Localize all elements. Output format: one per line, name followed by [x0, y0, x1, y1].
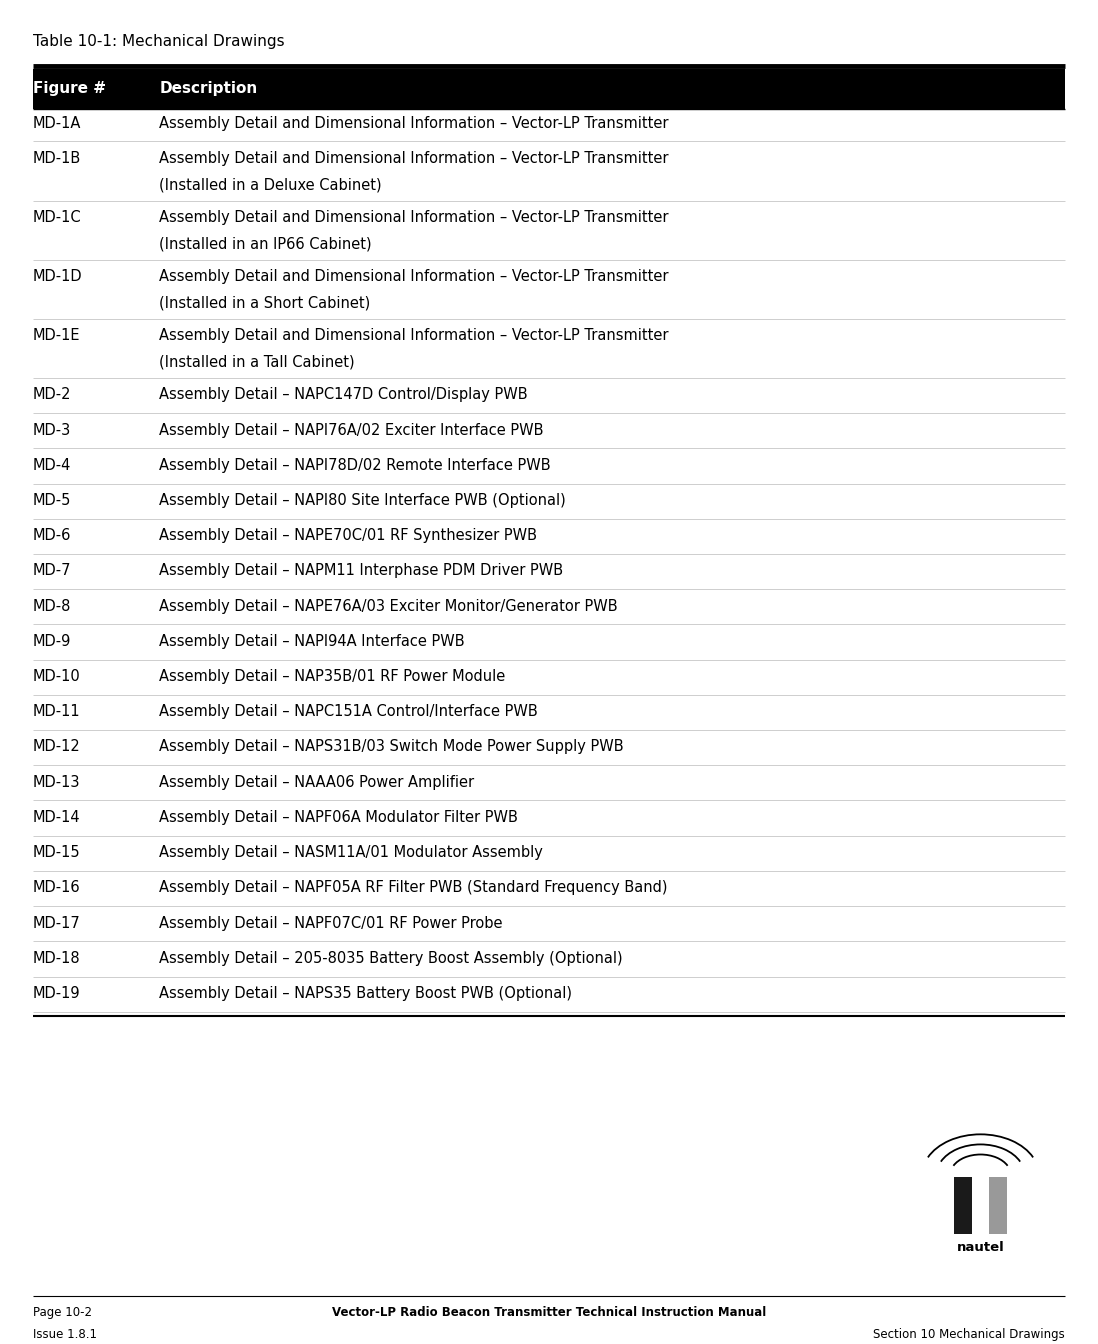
Text: MD-13: MD-13 — [33, 774, 80, 790]
Text: MD-19: MD-19 — [33, 986, 80, 1001]
Text: Assembly Detail – NAPS35 Battery Boost PWB (Optional): Assembly Detail – NAPS35 Battery Boost P… — [159, 986, 572, 1001]
Text: MD-4: MD-4 — [33, 458, 71, 473]
Text: MD-17: MD-17 — [33, 915, 80, 930]
Text: Assembly Detail – NAPI94A Interface PWB: Assembly Detail – NAPI94A Interface PWB — [159, 634, 464, 649]
Text: (Installed in a Tall Cabinet): (Installed in a Tall Cabinet) — [159, 355, 355, 370]
Text: MD-15: MD-15 — [33, 845, 80, 860]
Text: Assembly Detail – NAPE76A/03 Exciter Monitor/Generator PWB: Assembly Detail – NAPE76A/03 Exciter Mon… — [159, 598, 618, 614]
Text: Assembly Detail – NAPI78D/02 Remote Interface PWB: Assembly Detail – NAPI78D/02 Remote Inte… — [159, 458, 551, 473]
Text: MD-2: MD-2 — [33, 387, 71, 402]
Text: MD-6: MD-6 — [33, 528, 71, 543]
Text: Vector-LP Radio Beacon Transmitter Technical Instruction Manual: Vector-LP Radio Beacon Transmitter Techn… — [332, 1306, 766, 1320]
Bar — [989, 1177, 1007, 1234]
Text: Assembly Detail – NAPF05A RF Filter PWB (Standard Frequency Band): Assembly Detail – NAPF05A RF Filter PWB … — [159, 880, 668, 895]
Text: MD-11: MD-11 — [33, 704, 80, 719]
Text: MD-10: MD-10 — [33, 669, 80, 684]
Text: Assembly Detail and Dimensional Information – Vector-LP Transmitter: Assembly Detail and Dimensional Informat… — [159, 269, 669, 284]
Text: MD-14: MD-14 — [33, 810, 80, 825]
Text: Assembly Detail – NAPE70C/01 RF Synthesizer PWB: Assembly Detail – NAPE70C/01 RF Synthesi… — [159, 528, 537, 543]
Text: (Installed in an IP66 Cabinet): (Installed in an IP66 Cabinet) — [159, 237, 372, 251]
Text: (Installed in a Short Cabinet): (Installed in a Short Cabinet) — [159, 296, 370, 310]
Text: Assembly Detail – NAAA06 Power Amplifier: Assembly Detail – NAAA06 Power Amplifier — [159, 774, 474, 790]
Text: Section 10 Mechanical Drawings: Section 10 Mechanical Drawings — [873, 1328, 1065, 1341]
Text: MD-1B: MD-1B — [33, 151, 81, 165]
Text: Assembly Detail and Dimensional Information – Vector-LP Transmitter: Assembly Detail and Dimensional Informat… — [159, 328, 669, 343]
Text: MD-1A: MD-1A — [33, 116, 81, 130]
Text: Assembly Detail – NAP35B/01 RF Power Module: Assembly Detail – NAP35B/01 RF Power Mod… — [159, 669, 505, 684]
Text: MD-1D: MD-1D — [33, 269, 82, 284]
Text: Assembly Detail – NAPC151A Control/Interface PWB: Assembly Detail – NAPC151A Control/Inter… — [159, 704, 538, 719]
Bar — [33, 69, 1065, 109]
Text: MD-9: MD-9 — [33, 634, 71, 649]
Bar — [954, 1177, 972, 1234]
Text: Assembly Detail – NAPI76A/02 Exciter Interface PWB: Assembly Detail – NAPI76A/02 Exciter Int… — [159, 422, 544, 438]
Text: Assembly Detail – NAPI80 Site Interface PWB (Optional): Assembly Detail – NAPI80 Site Interface … — [159, 493, 565, 508]
Text: MD-1E: MD-1E — [33, 328, 80, 343]
Text: (Installed in a Deluxe Cabinet): (Installed in a Deluxe Cabinet) — [159, 177, 382, 192]
Text: MD-18: MD-18 — [33, 950, 80, 966]
Text: Issue 1.8.1: Issue 1.8.1 — [33, 1328, 97, 1341]
Text: Assembly Detail – 205-8035 Battery Boost Assembly (Optional): Assembly Detail – 205-8035 Battery Boost… — [159, 950, 623, 966]
Text: Assembly Detail – NASM11A/01 Modulator Assembly: Assembly Detail – NASM11A/01 Modulator A… — [159, 845, 544, 860]
Text: Figure #: Figure # — [33, 81, 105, 97]
Text: Assembly Detail – NAPF06A Modulator Filter PWB: Assembly Detail – NAPF06A Modulator Filt… — [159, 810, 518, 825]
Text: MD-1C: MD-1C — [33, 210, 81, 224]
Text: MD-7: MD-7 — [33, 563, 71, 578]
Text: Assembly Detail – NAPS31B/03 Switch Mode Power Supply PWB: Assembly Detail – NAPS31B/03 Switch Mode… — [159, 739, 624, 754]
Text: MD-3: MD-3 — [33, 422, 71, 438]
Text: MD-12: MD-12 — [33, 739, 80, 754]
Text: Page 10-2: Page 10-2 — [33, 1306, 92, 1320]
Text: Assembly Detail – NAPM11 Interphase PDM Driver PWB: Assembly Detail – NAPM11 Interphase PDM … — [159, 563, 563, 578]
Text: MD-5: MD-5 — [33, 493, 71, 508]
Text: Table 10-1: Mechanical Drawings: Table 10-1: Mechanical Drawings — [33, 34, 284, 48]
Text: Assembly Detail – NAPC147D Control/Display PWB: Assembly Detail – NAPC147D Control/Displ… — [159, 387, 528, 402]
Text: Description: Description — [159, 81, 257, 97]
Text: nautel: nautel — [956, 1241, 1005, 1254]
Text: Assembly Detail and Dimensional Information – Vector-LP Transmitter: Assembly Detail and Dimensional Informat… — [159, 151, 669, 165]
Text: MD-16: MD-16 — [33, 880, 80, 895]
Text: Assembly Detail – NAPF07C/01 RF Power Probe: Assembly Detail – NAPF07C/01 RF Power Pr… — [159, 915, 503, 930]
Text: Assembly Detail and Dimensional Information – Vector-LP Transmitter: Assembly Detail and Dimensional Informat… — [159, 116, 669, 130]
Text: MD-8: MD-8 — [33, 598, 71, 614]
Text: Assembly Detail and Dimensional Information – Vector-LP Transmitter: Assembly Detail and Dimensional Informat… — [159, 210, 669, 224]
